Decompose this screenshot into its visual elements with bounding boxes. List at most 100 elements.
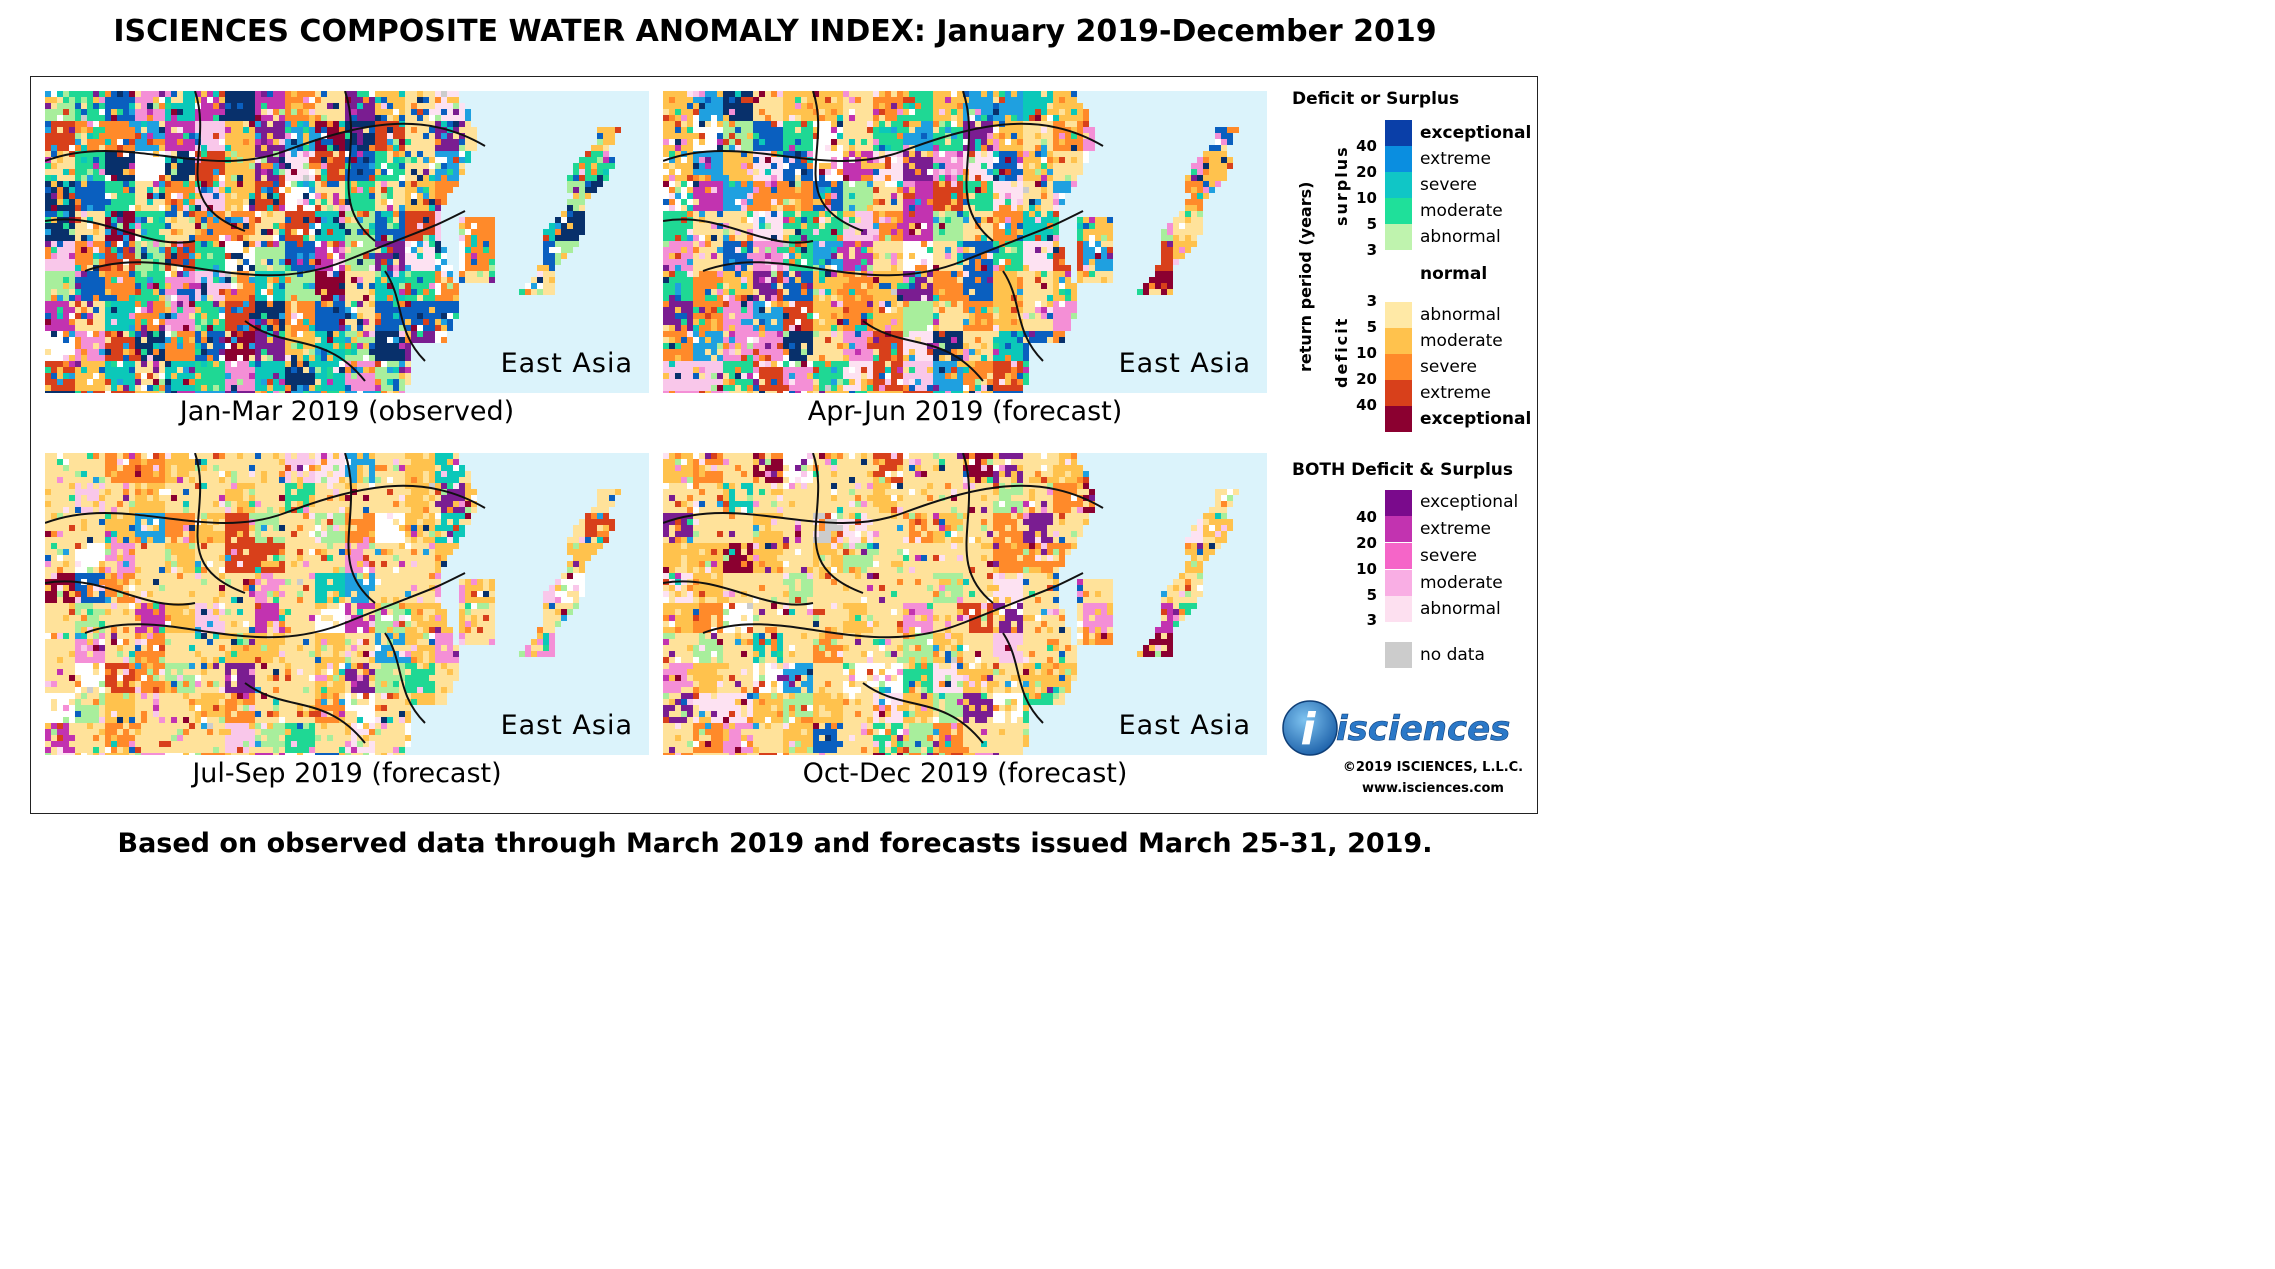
country-border <box>812 91 864 232</box>
country-border <box>663 122 1104 162</box>
panel-caption-apr-jun: Apr-Jun 2019 (forecast) <box>807 396 1123 427</box>
page-title: ISCIENCES COMPOSITE WATER ANOMALY INDEX:… <box>113 14 1437 49</box>
website-link[interactable]: www.isciences.com <box>1362 781 1504 796</box>
swatch-deficit-abnormal <box>1385 302 1412 328</box>
map-oct-dec <box>663 453 1267 755</box>
legend-no-data-label: no data <box>1420 645 1485 665</box>
country-border <box>663 218 814 244</box>
country-border <box>702 210 1084 277</box>
panel-caption-oct-dec: Oct-Dec 2019 (forecast) <box>802 758 1128 789</box>
swatch-no-data <box>1385 642 1412 668</box>
anomaly-raster <box>45 453 621 755</box>
legend-both-heading: BOTH Deficit & Surplus <box>1292 460 1514 480</box>
map-panel-jul-sep: East Asia <box>45 453 649 755</box>
swatch-normal <box>1385 250 1412 302</box>
country-border <box>862 320 984 382</box>
legend-surplus-label-moderate: moderate <box>1420 201 1503 221</box>
country-border <box>962 91 994 242</box>
legend-deficit-label-moderate: moderate <box>1420 331 1503 351</box>
map-panel-oct-dec: East Asia <box>663 453 1267 755</box>
legend-tick: 40 <box>1356 396 1377 414</box>
legend-tick: 3 <box>1366 611 1377 629</box>
country-border <box>344 453 376 604</box>
country-border <box>384 270 426 362</box>
country-border <box>812 453 864 594</box>
region-label: East Asia <box>500 348 633 379</box>
isciences-logo: i isciences <box>1280 698 1530 758</box>
legend-tick: 5 <box>1366 586 1377 604</box>
legend-surplus-label: surplus <box>1332 145 1351 226</box>
country-border <box>45 580 196 606</box>
legend-tick: 20 <box>1356 534 1377 552</box>
panel-caption-jul-sep: Jul-Sep 2019 (forecast) <box>192 758 502 789</box>
copyright-text: ©2019 ISCIENCES, L.L.C. <box>1342 760 1524 775</box>
legend-tick: 3 <box>1366 292 1377 310</box>
legend-tick: 5 <box>1366 215 1377 233</box>
legend-both-label-extreme: extreme <box>1420 519 1491 539</box>
country-border <box>1002 632 1044 724</box>
region-label: East Asia <box>1118 710 1251 741</box>
country-border <box>194 453 246 594</box>
region-label: East Asia <box>1118 348 1251 379</box>
country-border <box>702 572 1084 639</box>
legend-normal-label: normal <box>1420 264 1488 284</box>
legend-surplus-label-severe: severe <box>1420 175 1477 195</box>
country-border <box>84 210 466 277</box>
legend-both-label-exceptional: exceptional <box>1420 492 1519 512</box>
swatch-both-extreme <box>1385 516 1412 542</box>
map-apr-jun <box>663 91 1267 393</box>
country-border <box>244 320 366 382</box>
swatch-surplus-moderate <box>1385 198 1412 224</box>
country-border <box>663 484 1104 524</box>
legend-tick: 20 <box>1356 370 1377 388</box>
swatch-both-abnormal <box>1385 596 1412 622</box>
swatch-surplus-extreme <box>1385 146 1412 172</box>
swatch-surplus-abnormal <box>1385 224 1412 250</box>
country-border <box>862 682 984 744</box>
map-jan-mar <box>45 91 649 393</box>
country-border <box>663 580 814 606</box>
legend-deficit-label-extreme: extreme <box>1420 383 1491 403</box>
anomaly-raster <box>663 91 1239 393</box>
legend-tick: 10 <box>1356 560 1377 578</box>
swatch-both-moderate <box>1385 570 1412 596</box>
legend-tick: 20 <box>1356 163 1377 181</box>
anomaly-raster <box>663 453 1239 755</box>
legend-deficit-label-exceptional: exceptional <box>1420 409 1532 429</box>
legend-both-label-severe: severe <box>1420 546 1477 566</box>
map-panel-apr-jun: East Asia <box>663 91 1267 393</box>
logo-wordmark: isciences <box>1336 709 1510 749</box>
swatch-surplus-severe <box>1385 172 1412 198</box>
legend-deficit-surplus-heading: Deficit or Surplus <box>1292 89 1460 109</box>
swatch-deficit-moderate <box>1385 328 1412 354</box>
swatch-deficit-severe <box>1385 354 1412 380</box>
swatch-deficit-extreme <box>1385 380 1412 406</box>
legend-deficit-label-abnormal: abnormal <box>1420 305 1501 325</box>
legend-tick: 5 <box>1366 318 1377 336</box>
country-border <box>244 682 366 744</box>
swatch-deficit-exceptional <box>1385 406 1412 432</box>
legend-tick: 10 <box>1356 189 1377 207</box>
region-label: East Asia <box>500 710 633 741</box>
legend-surplus-label-extreme: extreme <box>1420 149 1491 169</box>
figure-frame <box>30 76 1538 814</box>
country-border <box>1002 270 1044 362</box>
logo-letter: i <box>1300 704 1316 755</box>
country-border <box>344 91 376 242</box>
panel-caption-jan-mar: Jan-Mar 2019 (observed) <box>179 396 515 427</box>
swatch-both-exceptional <box>1385 490 1412 516</box>
country-border <box>84 572 466 639</box>
legend-both-label-moderate: moderate <box>1420 573 1503 593</box>
footer-note: Based on observed data through March 201… <box>117 828 1433 859</box>
legend-tick: 40 <box>1356 137 1377 155</box>
legend-surplus-label-abnormal: abnormal <box>1420 227 1501 247</box>
country-border <box>384 632 426 724</box>
country-border <box>194 91 246 232</box>
country-border <box>962 453 994 604</box>
swatch-surplus-exceptional <box>1385 120 1412 146</box>
legend-deficit-label-severe: severe <box>1420 357 1477 377</box>
legend-both-label-abnormal: abnormal <box>1420 599 1501 619</box>
legend-tick: 10 <box>1356 344 1377 362</box>
country-border <box>45 122 486 162</box>
country-border <box>45 218 196 244</box>
